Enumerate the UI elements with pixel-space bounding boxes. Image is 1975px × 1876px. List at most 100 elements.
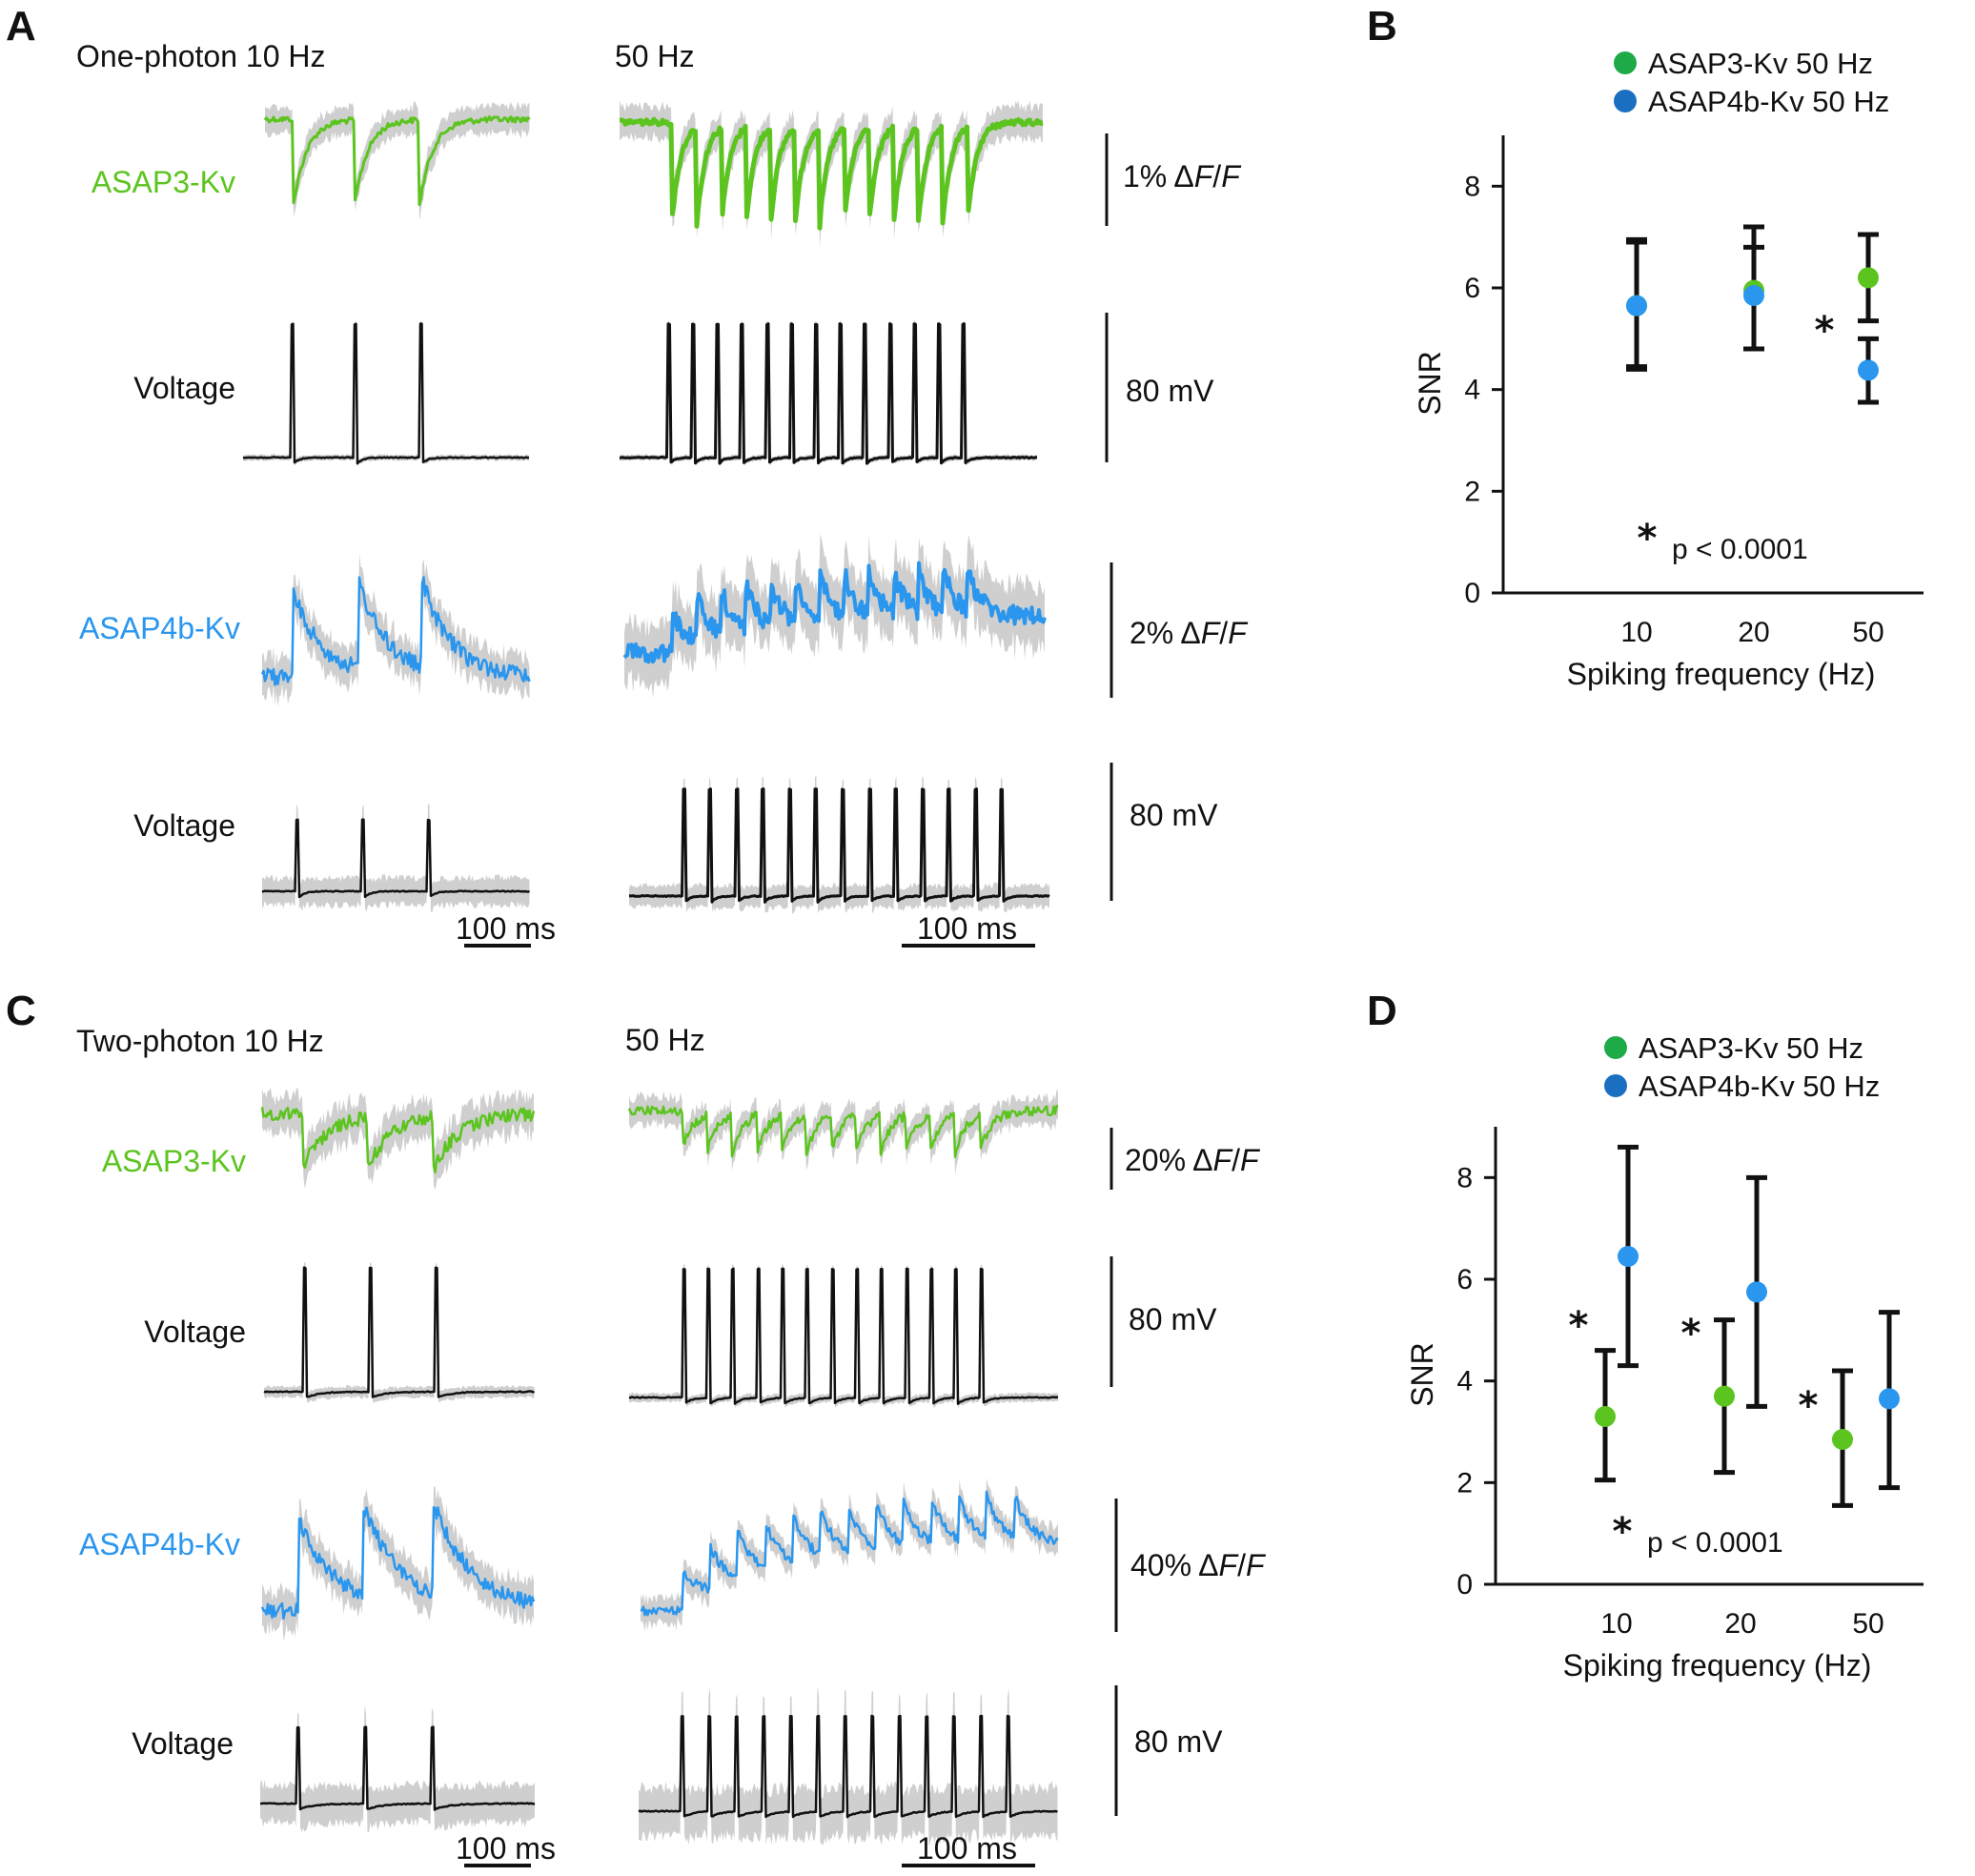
time-label-a-right: 100 ms	[917, 911, 1017, 946]
trace-c-asap4b-50hz	[640, 1490, 1059, 1617]
data-point-b-s1-1	[1743, 285, 1764, 306]
annotation-text-b: p < 0.0001	[1672, 534, 1808, 565]
trace-a-voltage-50hz-sem-band	[620, 320, 1037, 467]
y-axis-title-b: SNR	[1413, 351, 1447, 416]
chart-panel-d: 0 2 4 6 8 10 20 50 Spiking frequency (Hz) SNR * * * *…	[1405, 1031, 1924, 1682]
significance-star-d-2: *	[1799, 1384, 1819, 1428]
annotation-text-d: p < 0.0001	[1647, 1527, 1783, 1559]
significance-star-d-0: *	[1569, 1304, 1589, 1348]
x-tick-label-d: 10	[1600, 1608, 1632, 1640]
panel-label-b: B	[1367, 3, 1397, 50]
trace-a-voltage2-50hz-sem-band	[629, 775, 1049, 914]
scale-label-c-asap3: 20% ΔF/F	[1125, 1143, 1261, 1177]
trace-a-asap4b-10hz-sem-band	[262, 553, 530, 707]
legend-label-d-0: ASAP3-Kv 50 Hz	[1639, 1031, 1863, 1065]
chart-panel-b: 0 2 4 6 8 10 20 50 Spiking frequency (Hz) SNR * * p …	[1413, 47, 1924, 691]
trace-c-asap4b-50hz-sem-band	[641, 1478, 1058, 1632]
trace-c-voltage-50hz-sem-band	[629, 1263, 1058, 1409]
trace-a-asap3-10hz	[263, 115, 531, 207]
y-tick-label-b: 6	[1464, 273, 1480, 304]
trace-a-voltage2-10hz	[261, 818, 530, 899]
row-label-a-voltage-2: Voltage	[133, 808, 235, 843]
header-c-right: 50 Hz	[625, 1023, 705, 1057]
trace-c-asap3-10hz	[260, 1106, 536, 1173]
data-point-b-s1-0	[1626, 295, 1647, 316]
scale-label-a-voltage-2: 80 mV	[1130, 798, 1218, 832]
scale-label-a-asap3: 1% ΔF/F	[1123, 159, 1242, 194]
significance-star-b-2: *	[1815, 309, 1835, 353]
x-tick-label-b: 20	[1738, 617, 1769, 648]
trace-a-voltage-10hz	[242, 322, 530, 465]
row-label-a-asap3: ASAP3-Kv	[92, 165, 235, 199]
trace-a-asap3-50hz-sem-band	[620, 99, 1043, 249]
row-label-c-asap4b: ASAP4b-Kv	[79, 1527, 240, 1561]
trace-c-voltage-10hz-sem-band	[264, 1261, 535, 1403]
annotation-star-d: *	[1613, 1510, 1633, 1554]
trace-a-asap4b-10hz	[260, 576, 531, 686]
trace-c-voltage2-10hz	[260, 1725, 536, 1811]
y-tick-label-b: 0	[1464, 578, 1480, 609]
annotation-star-b: *	[1638, 517, 1658, 561]
legend-marker-d-1	[1604, 1074, 1627, 1097]
x-tick-label-b: 50	[1852, 617, 1883, 648]
header-a-left: One-photon 10 Hz	[76, 39, 326, 73]
trace-c-voltage2-50hz	[638, 1714, 1058, 1819]
trace-a-asap4b-50hz	[622, 561, 1047, 664]
trace-c-asap3-50hz-sem-band	[629, 1089, 1058, 1174]
scale-label-a-voltage-1: 80 mV	[1126, 374, 1214, 408]
row-label-a-asap4b: ASAP4b-Kv	[79, 611, 240, 645]
x-tick-label-d: 20	[1724, 1608, 1756, 1640]
x-tick-label-d: 50	[1852, 1608, 1883, 1640]
trace-c-voltage-10hz	[263, 1266, 536, 1398]
y-tick-label-d: 8	[1456, 1162, 1473, 1193]
trace-c-asap3-10hz-sem-band	[262, 1087, 534, 1191]
scale-label-c-voltage-2: 80 mV	[1134, 1724, 1223, 1759]
significance-star-d-1: *	[1681, 1312, 1701, 1356]
data-point-d-s1-0	[1618, 1246, 1639, 1267]
data-point-d-s0-1	[1714, 1385, 1735, 1407]
scale-label-c-voltage-1: 80 mV	[1129, 1302, 1217, 1336]
y-tick-label-d: 6	[1456, 1264, 1473, 1295]
data-point-d-s0-2	[1832, 1429, 1853, 1450]
scale-label-c-asap4b: 40% ΔF/F	[1130, 1548, 1267, 1582]
trace-a-voltage2-50hz	[628, 787, 1050, 904]
trace-c-voltage2-10hz-sem-band	[260, 1704, 535, 1833]
legend-marker-b-1	[1614, 90, 1637, 112]
y-axis-title-d: SNR	[1405, 1342, 1439, 1407]
y-tick-label-d: 2	[1456, 1467, 1473, 1499]
row-label-a-voltage-1: Voltage	[133, 371, 235, 405]
trace-c-asap4b-10hz	[260, 1506, 536, 1621]
y-tick-label-b: 2	[1464, 476, 1480, 507]
row-label-c-asap3: ASAP3-Kv	[102, 1144, 246, 1178]
trace-a-voltage-50hz	[620, 322, 1037, 465]
panel-label-d: D	[1367, 988, 1397, 1034]
data-point-d-s0-0	[1595, 1406, 1616, 1427]
data-point-b-s0-2	[1858, 267, 1879, 289]
header-a-right: 50 Hz	[615, 39, 695, 73]
trace-c-voltage2-50hz-sem-band	[639, 1685, 1058, 1847]
scale-label-a-asap4b: 2% ΔF/F	[1130, 616, 1249, 650]
trace-c-voltage-50hz	[628, 1267, 1059, 1405]
legend-label-b-0: ASAP3-Kv 50 Hz	[1648, 47, 1873, 80]
data-point-b-s1-2	[1858, 359, 1879, 381]
x-tick-label-b: 10	[1620, 617, 1652, 648]
trace-c-asap3-50hz	[627, 1104, 1059, 1158]
legend-marker-d-0	[1604, 1036, 1627, 1059]
traces-panel-a	[242, 99, 1050, 914]
trace-a-asap3-50hz	[619, 116, 1044, 231]
row-label-c-voltage-2: Voltage	[132, 1726, 234, 1761]
row-label-c-voltage-1: Voltage	[144, 1315, 246, 1349]
y-tick-label-b: 8	[1464, 171, 1480, 202]
panel-label-a: A	[6, 3, 36, 50]
trace-a-voltage2-10hz-sem-band	[262, 804, 530, 913]
panel-label-c: C	[6, 988, 36, 1034]
data-point-d-s1-1	[1746, 1281, 1767, 1303]
time-label-c-right: 100 ms	[917, 1831, 1017, 1866]
y-tick-label-d: 0	[1456, 1569, 1473, 1601]
time-label-a-left: 100 ms	[456, 911, 556, 946]
x-axis-title-b: Spiking frequency (Hz)	[1567, 657, 1876, 691]
legend-marker-b-0	[1614, 51, 1637, 74]
time-label-c-left: 100 ms	[456, 1831, 556, 1866]
trace-a-voltage-10hz-sem-band	[243, 320, 529, 466]
